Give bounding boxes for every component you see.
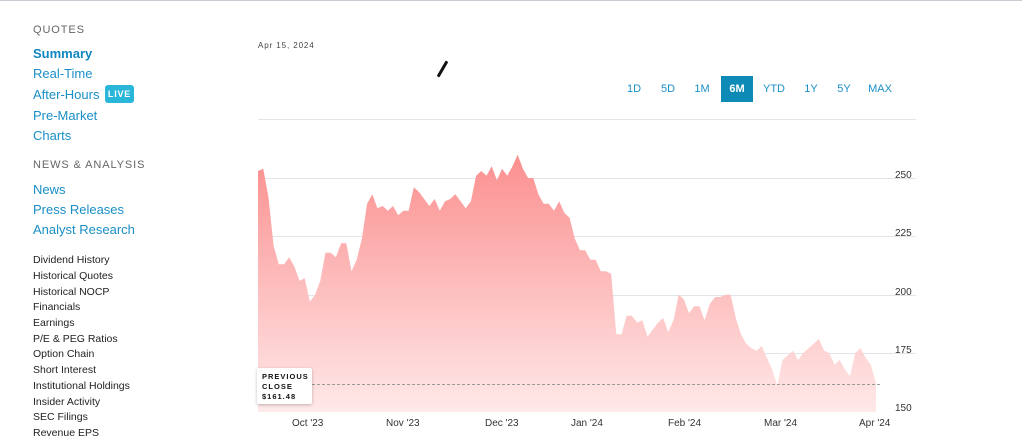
range-5y-button[interactable]: 5Y xyxy=(837,83,851,95)
sidebar-item-short-interest[interactable]: Short Interest xyxy=(33,364,97,376)
x-tick-oct-23: Oct '23 xyxy=(292,418,324,429)
sidebar-item-news[interactable]: News xyxy=(33,182,66,197)
y-tick-200: 200 xyxy=(895,287,912,298)
sidebar-item-real-time[interactable]: Real-Time xyxy=(33,66,93,81)
sidebar-item-dividend-history[interactable]: Dividend History xyxy=(33,254,110,266)
previous-close-value: $161.48 xyxy=(262,392,297,401)
chart-date: Apr 15, 2024 xyxy=(258,41,315,50)
sidebar-item-summary[interactable]: Summary xyxy=(33,46,93,61)
range-6m-button[interactable]: 6M xyxy=(721,76,753,102)
sidebar-item-revenue-eps[interactable]: Revenue EPS xyxy=(33,427,99,439)
sidebar-item-after-hours[interactable]: After-Hours xyxy=(33,87,100,102)
y-tick-175: 175 xyxy=(895,345,912,356)
range-1d-button[interactable]: 1D xyxy=(626,83,642,95)
sidebar-item-historical-nocp[interactable]: Historical NOCP xyxy=(33,286,110,298)
x-tick-feb-24: Feb '24 xyxy=(668,418,702,429)
sidebar-item-sec-filings[interactable]: SEC Filings xyxy=(33,411,88,423)
sidebar-item-analyst-research[interactable]: Analyst Research xyxy=(33,222,135,237)
range-ytd-button[interactable]: YTD xyxy=(763,83,785,95)
previous-close-label-1: PREVIOUS xyxy=(262,372,309,381)
sidebar-item-insider-activity[interactable]: Insider Activity xyxy=(33,396,101,408)
chart-top-rule xyxy=(258,119,916,120)
sidebar-item-option-chain[interactable]: Option Chain xyxy=(33,348,95,360)
range-1y-button[interactable]: 1Y xyxy=(804,83,818,95)
previous-close-label-2: CLOSE xyxy=(262,382,293,391)
sidebar-item-financials[interactable]: Financials xyxy=(33,301,81,313)
x-tick-apr-24: Apr '24 xyxy=(859,418,891,429)
sidebar-item-institutional-holdings[interactable]: Institutional Holdings xyxy=(33,380,130,392)
live-badge: LIVE xyxy=(105,85,134,103)
y-tick-250: 250 xyxy=(895,170,912,181)
sidebar-item-pe-peg-ratios[interactable]: P/E & PEG Ratios xyxy=(33,333,118,345)
range-1m-button[interactable]: 1M xyxy=(694,83,710,95)
previous-close-box: PREVIOUS CLOSE $161.48 xyxy=(257,368,312,404)
range-max-button[interactable]: MAX xyxy=(868,83,892,95)
y-tick-150: 150 xyxy=(895,403,912,414)
x-tick-nov-23: Nov '23 xyxy=(386,418,420,429)
sidebar-item-historical-quotes[interactable]: Historical Quotes xyxy=(33,270,113,282)
x-tick-mar-24: Mar '24 xyxy=(764,418,798,429)
top-border xyxy=(0,0,1022,1)
range-5d-button[interactable]: 5D xyxy=(660,83,676,95)
sidebar-item-pre-market[interactable]: Pre-Market xyxy=(33,108,98,123)
x-tick-dec-23: Dec '23 xyxy=(485,418,519,429)
y-tick-225: 225 xyxy=(895,228,912,239)
price-area xyxy=(258,154,876,412)
gridline-225 xyxy=(258,236,916,237)
sidebar-item-press-releases[interactable]: Press Releases xyxy=(33,202,125,217)
x-tick-jan-24: Jan '24 xyxy=(571,418,603,429)
quotes-heading: QUOTES xyxy=(33,24,85,36)
news-analysis-heading: NEWS & ANALYSIS xyxy=(33,159,146,171)
gridline-250 xyxy=(258,178,916,179)
sidebar-item-earnings[interactable]: Earnings xyxy=(33,317,75,329)
sidebar-item-charts[interactable]: Charts xyxy=(33,128,72,143)
